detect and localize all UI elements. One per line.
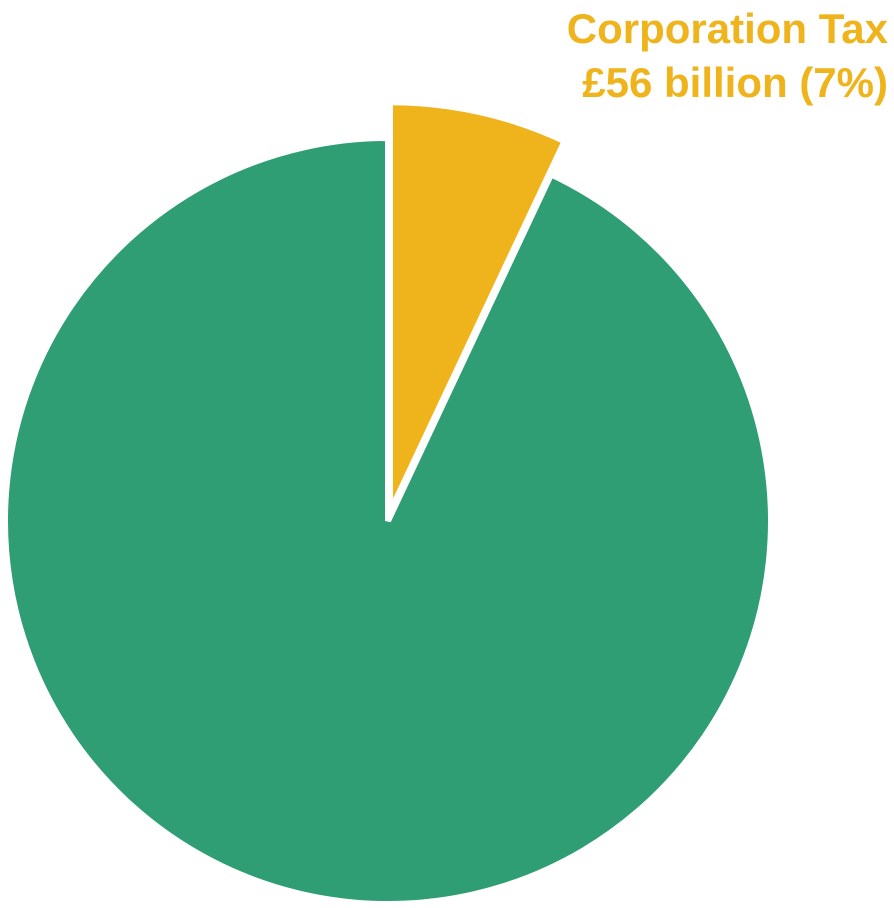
pie-slice-remainder	[2, 134, 774, 907]
pie-slices	[2, 99, 774, 907]
annotation-label: Corporation Tax	[566, 5, 888, 52]
pie-slice-corporation-tax	[386, 99, 569, 514]
corporation-tax-annotation: Corporation Tax £56 billion (7%)	[567, 2, 888, 110]
annotation-value: £56 billion (7%)	[582, 59, 888, 106]
